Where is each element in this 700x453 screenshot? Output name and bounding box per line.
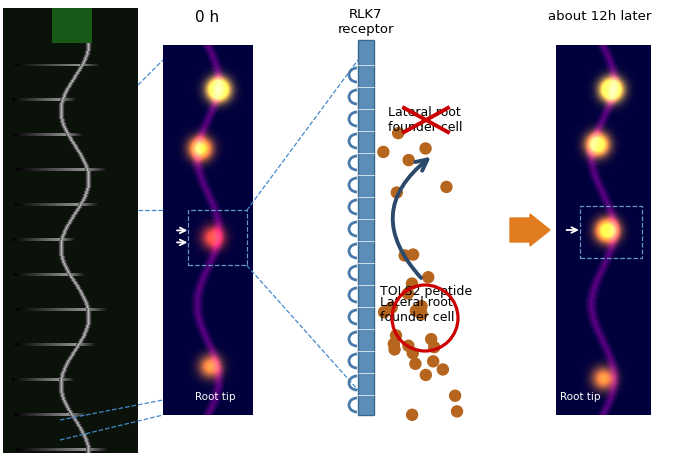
Bar	[358, 40, 374, 415]
Circle shape	[438, 364, 449, 375]
Circle shape	[379, 307, 389, 318]
Text: 0 h: 0 h	[195, 10, 219, 25]
Circle shape	[407, 249, 419, 260]
Circle shape	[389, 338, 399, 349]
Circle shape	[449, 390, 461, 401]
Circle shape	[407, 347, 418, 359]
Circle shape	[441, 181, 452, 193]
Circle shape	[407, 410, 418, 420]
Circle shape	[426, 334, 437, 345]
Circle shape	[386, 302, 397, 313]
Circle shape	[391, 330, 402, 341]
Text: Root tip: Root tip	[560, 392, 601, 402]
Circle shape	[423, 272, 434, 283]
Circle shape	[389, 344, 400, 355]
Circle shape	[416, 301, 427, 312]
Circle shape	[403, 154, 414, 166]
Circle shape	[403, 340, 414, 351]
FancyArrow shape	[510, 214, 550, 246]
Circle shape	[393, 128, 404, 139]
Text: RLK7
receptor: RLK7 receptor	[337, 8, 394, 36]
Circle shape	[420, 143, 431, 154]
Text: Lateral root
founder cell: Lateral root founder cell	[388, 106, 463, 134]
Circle shape	[428, 342, 440, 353]
Circle shape	[399, 250, 410, 261]
Circle shape	[410, 305, 421, 316]
Circle shape	[410, 358, 421, 369]
Circle shape	[402, 288, 413, 299]
Text: Lateral root
founder cell: Lateral root founder cell	[380, 296, 454, 324]
Circle shape	[407, 278, 417, 289]
Circle shape	[416, 308, 427, 319]
Bar	[580, 206, 641, 258]
Text: Root tip: Root tip	[195, 392, 235, 402]
Circle shape	[391, 187, 402, 198]
Text: TOLS2 peptide: TOLS2 peptide	[380, 285, 472, 298]
Circle shape	[420, 370, 431, 381]
Text: about 12h later: about 12h later	[548, 10, 652, 23]
Circle shape	[378, 146, 388, 157]
Bar	[188, 210, 246, 265]
Circle shape	[452, 406, 463, 417]
Circle shape	[428, 356, 439, 367]
